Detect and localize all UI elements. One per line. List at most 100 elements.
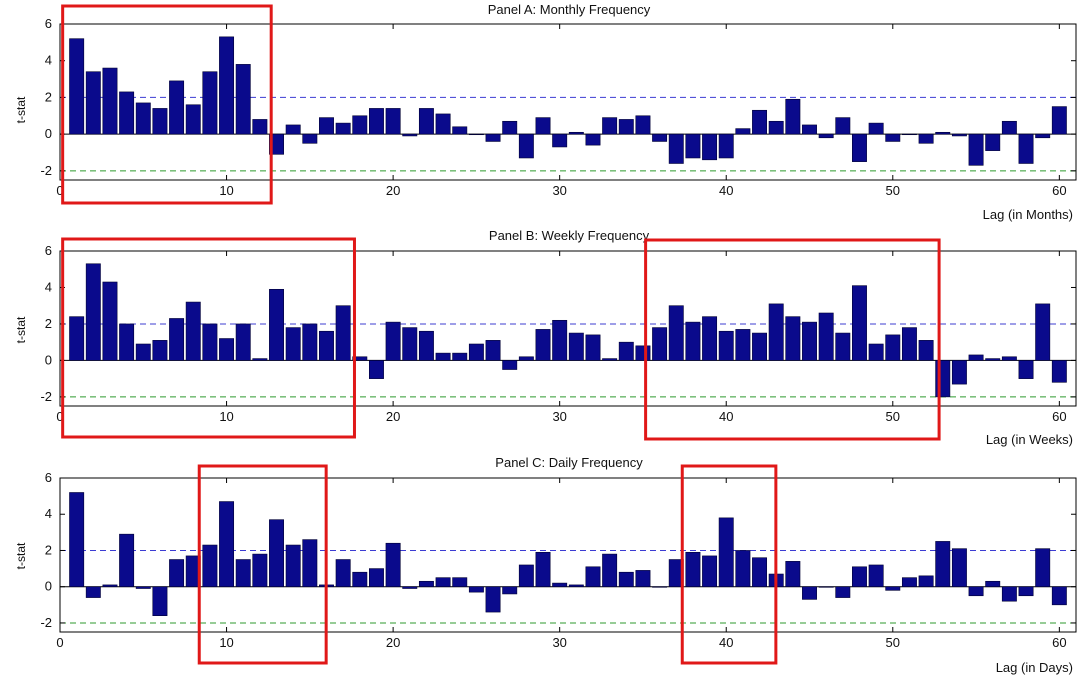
panel-b-bar-lag-20 (385, 321, 401, 361)
panel-c-bar-lag-47 (835, 586, 851, 598)
panel-a-bar-lag-52 (918, 133, 934, 144)
panel-c-bar-lag-4 (119, 533, 135, 588)
panel-c-bar-lag-2 (85, 586, 101, 598)
panel-c-bar-lag-55 (968, 586, 984, 597)
panel-a-bar-lag-24 (452, 126, 468, 135)
panel-a-bar-lag-18 (352, 115, 368, 135)
panel-c-bar-lag-11 (235, 559, 251, 588)
panel-c-bar-lag-7 (169, 559, 185, 588)
panel-c-bar-lag-9 (202, 544, 218, 588)
panel-c-bar-lag-34 (618, 571, 634, 588)
panel-a-xlabel: Lag (in Months) (983, 207, 1073, 222)
panel-b-bar-lag-9 (202, 323, 218, 361)
panel-b-xtick-label: 30 (552, 409, 566, 424)
panel-c-bar-lag-45 (802, 586, 817, 600)
panel-a-bar-lag-37 (668, 133, 684, 164)
panel-a-xtick-label: 40 (719, 183, 733, 198)
panel-c-plot: 0 10 20 30 40 50 60 -2 0 2 4 6 (40, 464, 1077, 665)
panel-b-bar-lag-47 (835, 332, 851, 361)
panel-b-bar-lag-4 (119, 323, 135, 361)
panel-a-bar-lag-17 (335, 122, 351, 135)
panel-b-bar-lag-39 (702, 316, 718, 361)
panel-a-bar-lag-19 (368, 108, 384, 135)
panel-a-ytick-label: 6 (45, 16, 52, 31)
panel-c-bar-lag-32 (585, 566, 601, 588)
panel-b-bar-lag-24 (452, 352, 468, 361)
panel-c-bar-lag-42 (752, 557, 768, 588)
panel-a-bar-lag-31 (568, 131, 584, 135)
panel-c-bar-lag-60 (1051, 586, 1067, 606)
panel-a-bar-lag-58 (1018, 133, 1034, 164)
panel-b-bar-lag-37 (668, 305, 684, 361)
panel-c-bar-lag-57 (1001, 586, 1017, 602)
panel-c-bar-lag-12 (252, 553, 268, 588)
panel-a-bar-lag-51 (901, 133, 917, 136)
panel-a-bar-lag-48 (852, 133, 867, 162)
panel-c-ytick-label: 0 (45, 579, 52, 594)
panel-c-xtick-label: 20 (386, 635, 400, 650)
panel-b-xtick-label: 40 (719, 409, 733, 424)
panel-b-bar-lag-54 (951, 360, 967, 385)
panel-c-bar-lag-25 (468, 586, 484, 593)
panel-c-bar-lag-1 (69, 492, 85, 588)
panel-b: Panel B: Weekly Frequency t-stat Lag (in… (14, 228, 1077, 447)
panel-c-bar-lag-35 (635, 570, 651, 588)
panel-b-bar-lag-12 (252, 358, 268, 361)
panel-b-bar-lag-27 (502, 360, 518, 370)
panel-b-bar-lag-15 (302, 323, 318, 361)
panel-a-bar-lag-12 (252, 119, 268, 135)
panel-b-ytick-label: 4 (45, 279, 52, 294)
panel-b-xtick-label: 0 (56, 409, 63, 424)
panel-c-bar-lag-41 (735, 550, 751, 588)
panel-c-bar-lag-28 (518, 564, 534, 588)
panel-b-xlabel: Lag (in Weeks) (986, 432, 1073, 447)
panel-a-bar-lag-36 (652, 133, 668, 142)
panel-a-xtick-label: 50 (886, 183, 900, 198)
panel-c-bar-lag-23 (435, 577, 451, 588)
panel-a-bar-lag-30 (552, 133, 568, 148)
panel-c-bar-lag-21 (402, 586, 418, 589)
panel-b-bar-lag-33 (602, 358, 618, 361)
panel-a-xtick-label: 0 (56, 183, 63, 198)
panel-c-bar-lag-51 (901, 577, 917, 588)
panel-b-bar-lag-50 (885, 334, 901, 361)
panel-a-ytick-label: 2 (45, 89, 52, 104)
panel-b-ytick-label: 6 (45, 243, 52, 258)
panel-b-bar-lag-19 (368, 360, 384, 379)
panel-b-ytick-label: 2 (45, 316, 52, 331)
panel-b-bar-lag-55 (968, 354, 984, 361)
panel-a-bar-lag-15 (302, 133, 318, 144)
panel-c-bar-lag-17 (335, 559, 351, 588)
panel-b-xtick-label: 50 (886, 409, 900, 424)
panel-b-bar-lag-16 (319, 330, 334, 361)
panel-b-bar-lag-38 (685, 321, 701, 361)
panel-c-ytick-label: 4 (45, 506, 52, 521)
panel-b-xtick-label: 10 (219, 409, 233, 424)
panel-c-bar-lag-19 (368, 568, 384, 588)
panel-b-bar-lag-49 (868, 343, 884, 361)
panel-a-bar-lag-45 (802, 124, 817, 135)
panel-a-bar-lag-21 (402, 133, 418, 137)
panel-a-bar-lag-25 (468, 133, 484, 136)
panel-c-bar-lag-18 (352, 571, 368, 588)
panel-b-bar-lag-60 (1051, 360, 1067, 383)
panel-a-plot: 0 10 20 30 40 50 60 -2 0 2 4 6 (40, 4, 1077, 205)
panel-a: Panel A: Monthly Frequency t-stat Lag (i… (14, 2, 1077, 222)
panel-b-bar-lag-2 (85, 263, 101, 361)
panel-c-bar-lag-13 (269, 519, 284, 588)
panel-c-bar-lag-46 (818, 586, 834, 588)
panel-a-xtick-label: 60 (1052, 183, 1066, 198)
panel-a-bar-lag-4 (119, 91, 135, 135)
panel-b-bar-lag-5 (135, 343, 151, 361)
panel-a-bar-lag-60 (1051, 106, 1067, 135)
panel-c-bar-lag-33 (602, 553, 618, 588)
panel-a-bar-lag-11 (235, 64, 251, 135)
panel-b-bar-lag-1 (69, 316, 85, 361)
panel-c-xtick-label: 60 (1052, 635, 1066, 650)
panel-a-bar-lag-7 (169, 80, 185, 135)
panel-a-bar-lag-32 (585, 133, 601, 146)
panel-a-bar-lag-49 (868, 122, 884, 135)
panel-a-bar-lag-35 (635, 115, 651, 135)
panel-c-bar-lag-53 (935, 541, 951, 588)
panel-a-bar-lag-2 (85, 71, 101, 135)
